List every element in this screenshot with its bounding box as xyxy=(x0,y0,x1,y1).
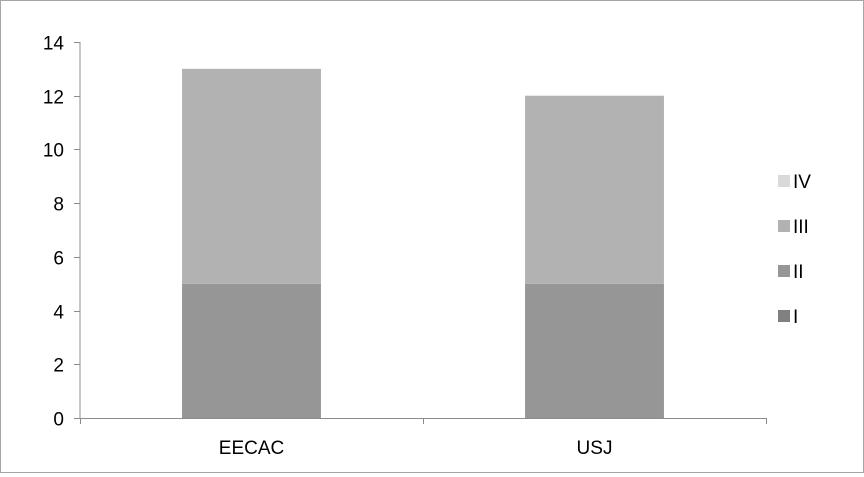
y-tick-label: 2 xyxy=(53,356,64,377)
x-category-label: USJ xyxy=(577,438,613,459)
y-tick-label: 12 xyxy=(43,88,64,109)
legend-swatch-ii xyxy=(778,265,790,277)
legend-swatch-iv xyxy=(778,175,790,187)
legend-swatch-iii xyxy=(778,220,790,232)
y-tick-label: 14 xyxy=(43,34,65,55)
bar-usj-series-ii xyxy=(525,283,664,418)
bar-usj-series-iii xyxy=(525,95,664,284)
legend-label-ii: II xyxy=(793,262,804,283)
bar-eecac-series-ii xyxy=(182,283,321,418)
bars xyxy=(182,68,664,418)
x-category-label: EECAC xyxy=(219,438,284,459)
bar-eecac-series-iii xyxy=(182,68,321,284)
y-tick-label: 6 xyxy=(53,249,64,270)
y-tick-label: 0 xyxy=(53,410,64,431)
legend-label-iii: III xyxy=(793,217,809,238)
legend-swatch-i xyxy=(778,310,790,322)
legend-label-i: I xyxy=(793,307,798,328)
y-tick-label: 10 xyxy=(43,141,64,162)
y-tick-label: 8 xyxy=(53,195,64,216)
legend-label-iv: IV xyxy=(793,172,811,193)
y-tick-label: 4 xyxy=(53,303,64,324)
x-axis: EECAC USJ xyxy=(80,418,767,459)
y-axis: 0 2 4 6 8 10 12 14 xyxy=(43,34,81,431)
